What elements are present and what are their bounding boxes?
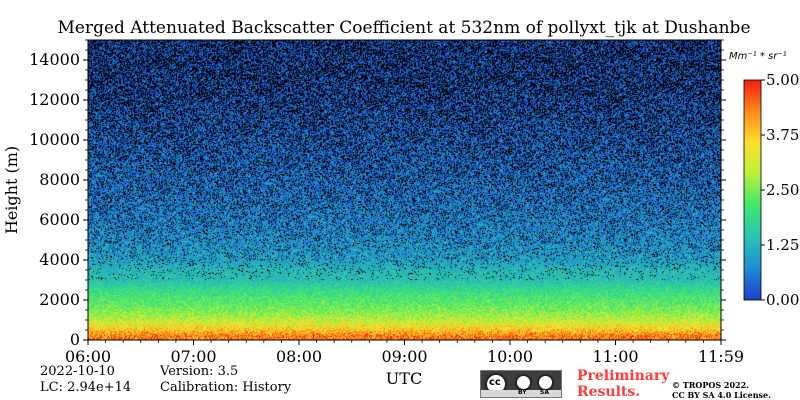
y-tick-label: 6000 xyxy=(39,210,80,229)
colorbar-scale xyxy=(743,79,762,301)
y-tick-label: 12000 xyxy=(29,90,80,109)
colorbar-tick-label: 2.50 xyxy=(766,181,799,199)
x-tick-label: 09:00 xyxy=(381,347,427,366)
copyright-line2: CC BY SA 4.0 License. xyxy=(672,390,771,400)
copyright-line1: © TROPOS 2022. xyxy=(672,380,749,390)
cc-band: BY SA xyxy=(481,389,561,397)
y-tick-label: 0 xyxy=(70,330,80,349)
preliminary-note: Preliminary Results. xyxy=(577,368,669,400)
cc-by-label: BY xyxy=(518,389,527,396)
cc-label: cc xyxy=(489,377,501,388)
x-tick-label: 11:00 xyxy=(592,347,638,366)
copyright-note: © TROPOS 2022. CC BY SA 4.0 License. xyxy=(672,380,771,400)
y-tick-label: 10000 xyxy=(29,130,80,149)
colorbar-tick-label: 5.00 xyxy=(766,71,799,89)
y-tick-label: 2000 xyxy=(39,290,80,309)
y-tick-label: 8000 xyxy=(39,170,80,189)
cc-license-logo: cc BY SA xyxy=(480,370,562,398)
chart-title: Merged Attenuated Backscatter Coefficien… xyxy=(57,18,750,38)
x-tick-label: 11:59 xyxy=(698,347,744,366)
y-axis: 0 2000 4000 6000 8000 10000 12000 14000 xyxy=(29,39,726,349)
plot-area xyxy=(87,39,722,341)
x-axis-label: UTC xyxy=(386,369,422,388)
footer-calibration: Calibration: History xyxy=(160,380,292,395)
preliminary-line2: Results. xyxy=(577,384,641,400)
x-tick-label: 08:00 xyxy=(276,347,322,366)
footer-lc: LC: 2.94e+14 xyxy=(40,380,132,395)
x-tick-label: 06:00 xyxy=(65,347,111,366)
y-tick-label: 4000 xyxy=(39,250,80,269)
y-tick-label: 14000 xyxy=(29,50,80,69)
x-axis: 06:00 07:00 08:00 09:00 10:00 11:00 11:59 xyxy=(65,340,744,366)
preliminary-line1: Preliminary xyxy=(577,368,670,384)
colorbar-tick-label: 0.00 xyxy=(766,291,799,309)
footer-version: Version: 3.5 xyxy=(160,364,239,379)
colorbar-tick-label: 1.25 xyxy=(766,236,799,254)
cc-sa-label: SA xyxy=(540,389,549,396)
heatmap-raster xyxy=(88,40,721,340)
x-tick-label: 07:00 xyxy=(170,347,216,366)
y-axis-label: Height (m) xyxy=(2,146,21,234)
x-tick-label: 10:00 xyxy=(487,347,533,366)
colorbar: 0.00 1.25 2.50 3.75 5.00 Mm⁻¹ * sr⁻¹ xyxy=(729,51,799,309)
colorbar-tick-label: 3.75 xyxy=(766,126,799,144)
colorbar-unit: Mm⁻¹ * sr⁻¹ xyxy=(729,51,787,62)
footer-date: 2022-10-10 xyxy=(40,364,115,379)
